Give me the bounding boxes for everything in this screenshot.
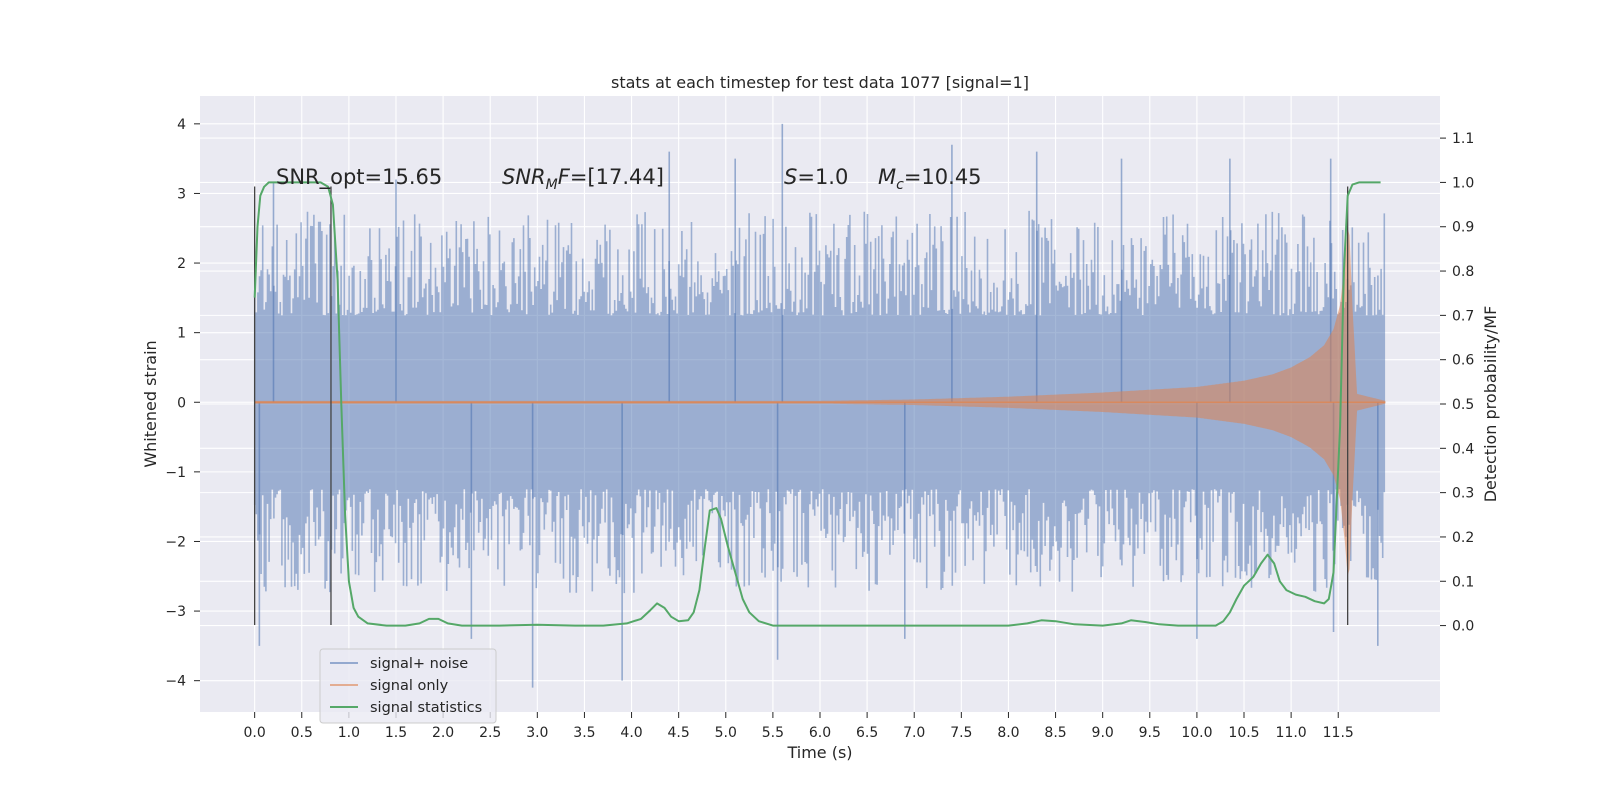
- y2-tick-label: 0.6: [1452, 353, 1474, 369]
- y2-tick-label: 1.1: [1452, 131, 1474, 147]
- y-tick-label: −4: [165, 674, 186, 690]
- y2-tick-label: 1.0: [1452, 175, 1474, 191]
- annotation-mc-tail: =10.45: [904, 165, 982, 189]
- annotation-snr-mf-main: SNR: [502, 165, 546, 189]
- legend-label-signal: signal only: [370, 678, 449, 694]
- annotation-snr-mf: SNRMF=[17.44]: [502, 165, 664, 193]
- x-tick-label: 0.0: [244, 725, 266, 741]
- y2-tick-label: 0.1: [1452, 574, 1474, 590]
- annotation-snr-mf-f: F: [558, 165, 571, 189]
- y2-tick-label: 0.8: [1452, 264, 1474, 280]
- legend-box: [319, 648, 497, 724]
- x-axis-ticks: 0.0 0.5 1.0 1.5 2.0 2.5 3.0 3.5 4.0 4.5 5.0 5.5 6.0 6…: [244, 712, 1354, 741]
- annotation-mc-main: M: [878, 165, 896, 189]
- chart-title: stats at each timestep for test data 107…: [611, 73, 1029, 92]
- y-tick-label: 1: [177, 326, 186, 342]
- x-tick-label: 5.5: [762, 725, 784, 741]
- x-tick-label: 9.0: [1092, 725, 1114, 741]
- y-tick-label: 3: [177, 186, 186, 202]
- x-tick-label: 1.5: [385, 725, 407, 741]
- annotation-s: S=1.0: [784, 165, 848, 189]
- legend-label-noise: signal+ noise: [370, 656, 468, 672]
- x-tick-label: 8.5: [1044, 725, 1066, 741]
- legend: signal+ noise signal only signal statist…: [319, 648, 497, 724]
- annotation-snr-mf-tail: =[17.44]: [570, 165, 664, 189]
- x-tick-label: 7.0: [903, 725, 925, 741]
- x-tick-label: 7.5: [950, 725, 972, 741]
- x-tick-label: 9.5: [1139, 725, 1161, 741]
- x-axis-label: Time (s): [786, 743, 852, 762]
- x-tick-label: 11.5: [1323, 725, 1354, 741]
- x-tick-label: 2.0: [432, 725, 454, 741]
- annotation-snr-opt: SNR_opt=15.65: [276, 165, 442, 190]
- x-tick-label: 4.5: [668, 725, 690, 741]
- x-tick-label: 8.0: [997, 725, 1019, 741]
- y-tick-label: 0: [177, 395, 186, 411]
- annotation-s-main: S: [784, 165, 797, 189]
- y-axis-label: Whitened strain: [141, 340, 160, 467]
- y-tick-label: 4: [177, 117, 186, 133]
- y2-tick-label: 0.7: [1452, 308, 1474, 324]
- x-tick-label: 10.5: [1228, 725, 1259, 741]
- y2-tick-label: 0.2: [1452, 530, 1474, 546]
- signal-only-series: [254, 228, 1386, 577]
- x-tick-label: 2.5: [479, 725, 501, 741]
- y-tick-label: −1: [165, 465, 186, 481]
- y2-tick-label: 0.9: [1452, 220, 1474, 236]
- annotations: SNR_opt=15.65 SNRMF=[17.44] S=1.0 Mc=10.…: [276, 165, 982, 193]
- x-tick-label: 11.0: [1276, 725, 1307, 741]
- annotation-mc-sub: c: [896, 177, 904, 193]
- y2-tick-label: 0.4: [1452, 441, 1474, 457]
- x-tick-label: 10.0: [1181, 725, 1212, 741]
- y-axis-ticks: 4 3 2 1 0 −1 −2 −3 −4: [165, 117, 200, 690]
- x-tick-label: 3.0: [526, 725, 548, 741]
- y2-axis-label: Detection probability/MF: [1481, 306, 1500, 503]
- signal-statistics-series: [253, 181, 1381, 627]
- y-tick-label: 2: [177, 256, 186, 272]
- annotation-snr-mf-sub: M: [546, 177, 558, 193]
- x-tick-label: 1.0: [338, 725, 360, 741]
- marker-lines: [254, 186, 1349, 625]
- y2-tick-label: 0.5: [1452, 397, 1474, 413]
- annotation-s-tail: =1.0: [797, 165, 848, 189]
- x-tick-label: 4.0: [620, 725, 642, 741]
- x-tick-label: 5.0: [715, 725, 737, 741]
- x-tick-label: 6.5: [856, 725, 878, 741]
- annotation-mc: Mc=10.45: [878, 165, 982, 193]
- y-tick-label: −3: [165, 604, 186, 620]
- y2-tick-label: 0.3: [1452, 486, 1474, 502]
- x-tick-label: 3.5: [573, 725, 595, 741]
- y2-tick-label: 0.0: [1452, 619, 1474, 635]
- x-tick-label: 0.5: [291, 725, 313, 741]
- statistics-line: [253, 181, 1381, 627]
- y-tick-label: −2: [165, 534, 186, 550]
- legend-label-stats: signal statistics: [370, 700, 482, 716]
- x-tick-label: 6.0: [809, 725, 831, 741]
- y2-axis-ticks: 1.1 1.0 0.9 0.8 0.7 0.6 0.5 0.4 0.3 0.2 0.1 0.0: [1440, 131, 1474, 635]
